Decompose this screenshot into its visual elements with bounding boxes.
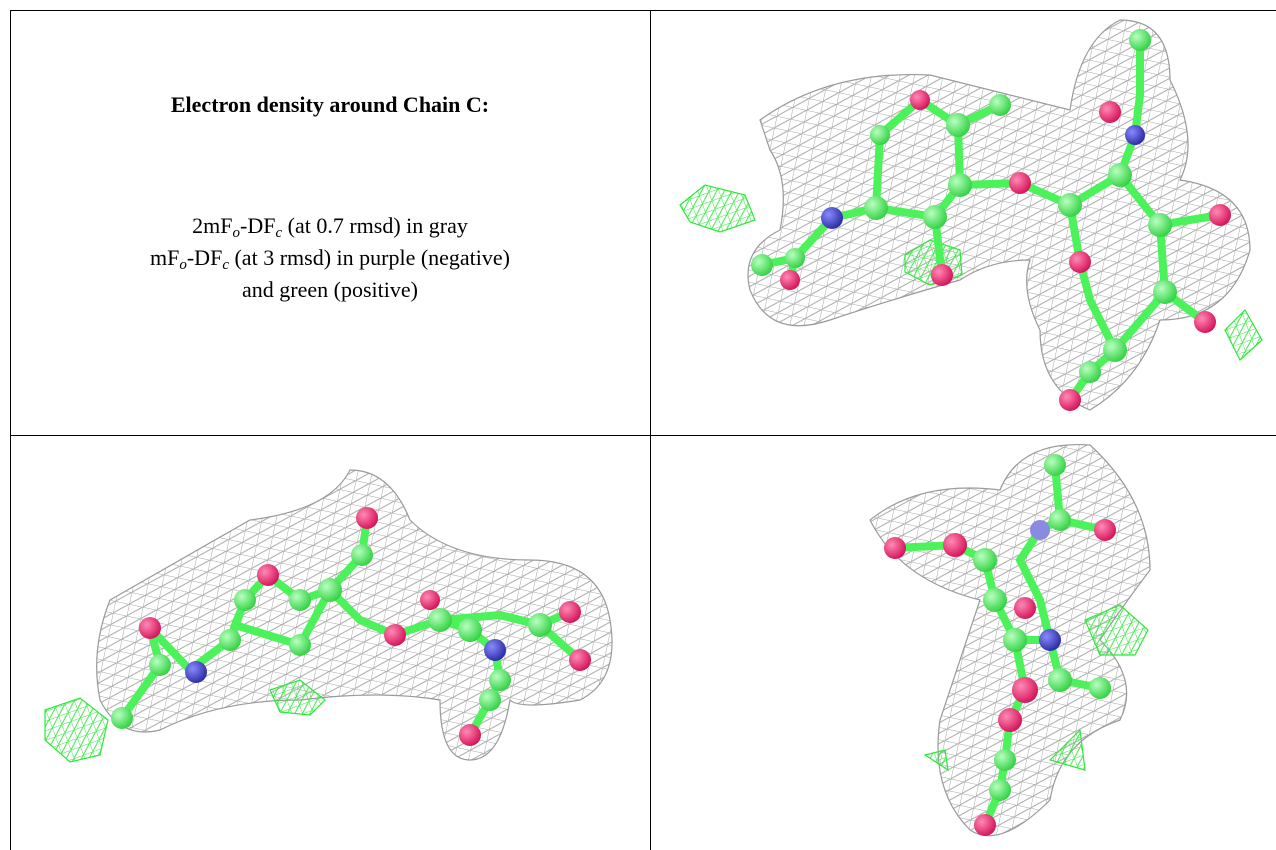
atom bbox=[946, 113, 970, 137]
subscript: c bbox=[222, 257, 229, 273]
atom bbox=[1048, 668, 1072, 692]
atom bbox=[559, 601, 581, 623]
atom bbox=[973, 548, 997, 572]
atom bbox=[864, 196, 888, 220]
atom bbox=[1089, 677, 1111, 699]
atom bbox=[983, 588, 1007, 612]
atom bbox=[428, 608, 452, 632]
caption-text: mF bbox=[150, 245, 179, 270]
atom bbox=[1094, 519, 1116, 541]
atom bbox=[384, 624, 406, 646]
atom bbox=[1079, 361, 1101, 383]
atom bbox=[458, 618, 482, 642]
caption-text: and green (positive) bbox=[242, 277, 418, 302]
atom bbox=[1069, 251, 1091, 273]
caption-text: (at 0.7 rmsd) in gray bbox=[282, 213, 468, 238]
density-mesh bbox=[680, 185, 755, 232]
atom bbox=[1194, 311, 1216, 333]
atom bbox=[989, 94, 1011, 116]
atom bbox=[1103, 338, 1127, 362]
figure: Electron density around Chain C: 2mFo-DF… bbox=[0, 0, 1276, 850]
atom bbox=[943, 533, 967, 557]
caption-line: and green (positive) bbox=[10, 274, 650, 306]
atom bbox=[318, 578, 342, 602]
atom bbox=[998, 708, 1022, 732]
atom bbox=[111, 707, 133, 729]
atom bbox=[489, 669, 511, 691]
caption-line: mFo-DFc (at 3 rmsd) in purple (negative) bbox=[10, 242, 650, 274]
caption-text: -DF bbox=[187, 245, 222, 270]
density-mesh bbox=[925, 750, 948, 770]
atom bbox=[994, 749, 1016, 771]
atom bbox=[989, 779, 1011, 801]
atom bbox=[974, 814, 996, 836]
atom bbox=[1044, 454, 1066, 476]
atom bbox=[910, 90, 930, 110]
atom bbox=[459, 724, 481, 746]
atom bbox=[884, 537, 906, 559]
caption-text: -DF bbox=[240, 213, 275, 238]
atom bbox=[1099, 101, 1121, 123]
atom bbox=[257, 564, 279, 586]
atom bbox=[484, 639, 506, 661]
atom bbox=[1148, 213, 1172, 237]
atom bbox=[1003, 628, 1027, 652]
atom bbox=[1009, 172, 1031, 194]
atom bbox=[351, 544, 373, 566]
caption-line: 2mFo-DFc (at 0.7 rmsd) in gray bbox=[10, 210, 650, 242]
density-view-2 bbox=[45, 470, 612, 762]
atom bbox=[1125, 125, 1145, 145]
atom bbox=[1030, 520, 1050, 540]
caption-text: 2mF bbox=[192, 213, 232, 238]
atom bbox=[931, 264, 953, 286]
atom bbox=[420, 590, 440, 610]
atom bbox=[219, 629, 241, 651]
atom bbox=[870, 125, 890, 145]
density-mesh bbox=[1225, 310, 1262, 360]
atom bbox=[785, 248, 805, 268]
atom bbox=[821, 207, 843, 229]
caption-text: (at 3 rmsd) in purple (negative) bbox=[229, 245, 510, 270]
atom bbox=[751, 254, 773, 276]
atom bbox=[1012, 677, 1038, 703]
density-mesh bbox=[45, 698, 108, 762]
atom bbox=[479, 689, 501, 711]
atom bbox=[1108, 163, 1132, 187]
atom bbox=[289, 634, 311, 656]
atom bbox=[569, 649, 591, 671]
subscript: o bbox=[179, 257, 187, 273]
atom bbox=[149, 654, 171, 676]
atom bbox=[923, 205, 947, 229]
atom bbox=[1209, 204, 1231, 226]
density-view-3 bbox=[870, 445, 1150, 836]
atom bbox=[528, 613, 552, 637]
atom bbox=[1049, 509, 1071, 531]
atom bbox=[234, 589, 256, 611]
atom bbox=[1039, 629, 1061, 651]
atom bbox=[780, 270, 800, 290]
density-view-1 bbox=[680, 20, 1262, 411]
atom bbox=[1059, 389, 1081, 411]
atom bbox=[1129, 29, 1151, 51]
caption-title: Electron density around Chain C: bbox=[10, 92, 650, 118]
atom bbox=[185, 661, 207, 683]
atom bbox=[289, 589, 311, 611]
atom bbox=[1014, 597, 1036, 619]
subscript: o bbox=[233, 225, 241, 241]
page: Electron density around Chain C: 2mFo-DF… bbox=[0, 0, 1276, 850]
atom bbox=[1153, 280, 1177, 304]
atom bbox=[356, 507, 378, 529]
atom bbox=[139, 617, 161, 639]
atom bbox=[1058, 193, 1082, 217]
caption-cell: Electron density around Chain C: 2mFo-DF… bbox=[10, 10, 650, 435]
atom bbox=[948, 173, 972, 197]
